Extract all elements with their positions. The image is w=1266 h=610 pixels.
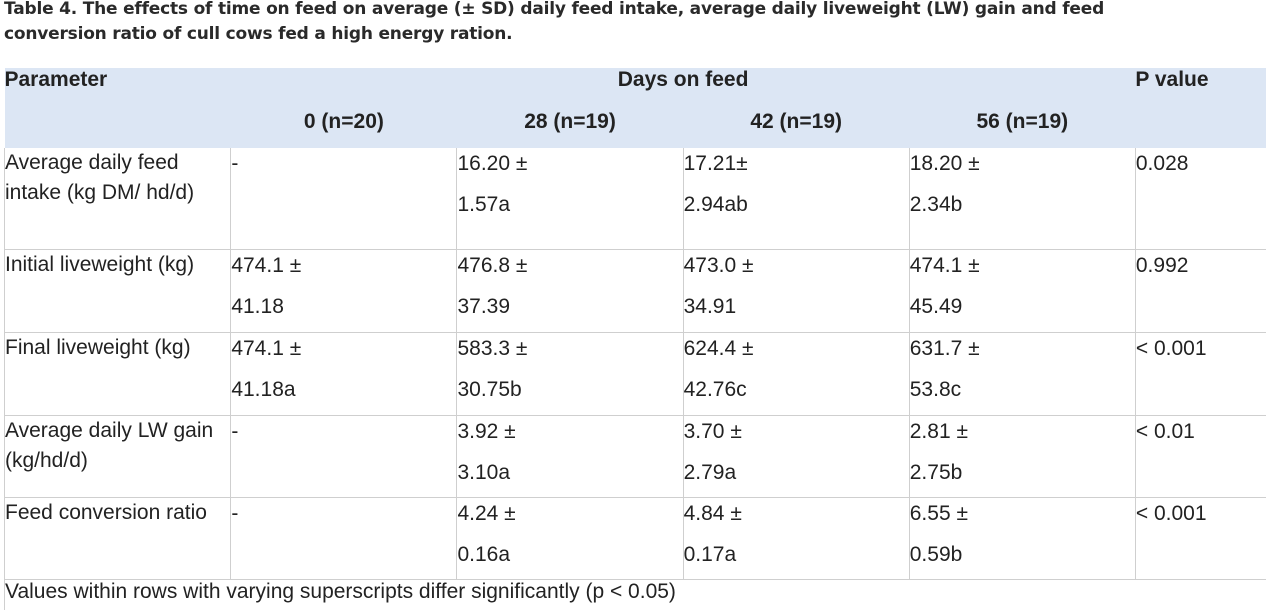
header-day-42: 42 (n=19) [683,110,909,148]
cell-sd: 37.39 [457,291,682,322]
table-cell: 473.0 ± 34.91 [683,249,909,332]
cell-mean: 2.81 ± [910,416,1135,447]
cell-mean: - [231,148,456,179]
table-row: Initial liveweight (kg) 474.1 ± 41.18 476… [5,249,1266,332]
cell-mean: 3.92 ± [457,416,682,447]
cell-sd: 1.57a [457,189,682,220]
header-p-value: P value [1135,68,1266,110]
cell-sd: 34.91 [684,291,909,322]
row-parameter: Average daily LW gain (kg/hd/d) [5,415,231,497]
cell-mean: 4.84 ± [684,498,909,529]
cell-sd: 0.16a [457,539,682,570]
header-row-primary: Parameter Days on feed P value [5,68,1266,110]
table-cell: 583.3 ± 30.75b [457,332,683,415]
table-cell: 18.20 ± 2.34b [909,148,1135,249]
cell-sd: 0.59b [910,539,1135,570]
cell-mean: 624.4 ± [684,333,909,364]
cell-mean: 631.7 ± [910,333,1135,364]
cell-sd: 3.10a [457,457,682,488]
data-table: Parameter Days on feed P value 0 (n=20) … [4,68,1266,610]
row-p-value: < 0.01 [1135,415,1266,497]
cell-mean: - [231,416,456,447]
table-cell: 16.20 ± 1.57a [457,148,683,249]
table-row: Feed conversion ratio - 4.24 ± 0.16a 4.84… [5,497,1266,579]
table-cell: 3.70 ± 2.79a [683,415,909,497]
cell-mean: 4.24 ± [457,498,682,529]
cell-sd: 53.8c [910,374,1135,405]
row-p-value: < 0.001 [1135,497,1266,579]
table-row: Average daily feed intake (kg DM/ hd/d) … [5,148,1266,249]
table-cell: - [231,415,457,497]
row-p-value: 0.028 [1135,148,1266,249]
cell-mean: 3.70 ± [684,416,909,447]
cell-sd: 2.94ab [684,189,909,220]
table-cell: 6.55 ± 0.59b [909,497,1135,579]
cell-mean: 583.3 ± [457,333,682,364]
cell-mean: 16.20 ± [457,148,682,179]
table-cell: - [231,148,457,249]
table-row: Final liveweight (kg) 474.1 ± 41.18a 583.… [5,332,1266,415]
row-p-value: < 0.001 [1135,332,1266,415]
header-blank [1135,110,1266,148]
cell-mean: 474.1 ± [231,333,456,364]
table-caption: Table 4. The effects of time on feed on … [4,0,1154,47]
header-day-28: 28 (n=19) [457,110,683,148]
cell-sd: 2.79a [684,457,909,488]
table-cell: - [231,497,457,579]
table-footnote: Values within rows with varying superscr… [5,579,1266,610]
cell-mean: 18.20 ± [910,148,1135,179]
header-parameter: Parameter [5,68,231,110]
table-cell: 631.7 ± 53.8c [909,332,1135,415]
cell-sd: 45.49 [910,291,1135,322]
header-days-on-feed: Days on feed [231,68,1136,110]
table-cell: 474.1 ± 45.49 [909,249,1135,332]
cell-mean: 6.55 ± [910,498,1135,529]
header-blank [5,110,231,148]
cell-sd: 41.18a [231,374,456,405]
cell-mean: - [231,498,456,529]
header-day-0: 0 (n=20) [231,110,457,148]
cell-mean: 474.1 ± [231,250,456,281]
table-cell: 624.4 ± 42.76c [683,332,909,415]
cell-mean: 473.0 ± [684,250,909,281]
cell-mean: 474.1 ± [910,250,1135,281]
row-parameter: Feed conversion ratio [5,497,231,579]
cell-mean: 17.21± [684,148,909,179]
cell-sd: 2.34b [910,189,1135,220]
table-cell: 474.1 ± 41.18a [231,332,457,415]
row-parameter: Initial liveweight (kg) [5,249,231,332]
row-p-value: 0.992 [1135,249,1266,332]
table-cell: 2.81 ± 2.75b [909,415,1135,497]
cell-sd: 41.18 [231,291,456,322]
cell-sd: 0.17a [684,539,909,570]
cell-sd: 42.76c [684,374,909,405]
table-row: Average daily LW gain (kg/hd/d) - 3.92 ±… [5,415,1266,497]
table-cell: 17.21± 2.94ab [683,148,909,249]
cell-mean: 476.8 ± [457,250,682,281]
row-parameter: Average daily feed intake (kg DM/ hd/d) [5,148,231,249]
cell-sd: 2.75b [910,457,1135,488]
table-cell: 4.24 ± 0.16a [457,497,683,579]
header-row-days: 0 (n=20) 28 (n=19) 42 (n=19) 56 (n=19) [5,110,1266,148]
header-day-56: 56 (n=19) [909,110,1135,148]
row-parameter: Final liveweight (kg) [5,332,231,415]
cell-sd: 30.75b [457,374,682,405]
footnote-row: Values within rows with varying superscr… [5,579,1266,610]
table-cell: 4.84 ± 0.17a [683,497,909,579]
table-cell: 476.8 ± 37.39 [457,249,683,332]
table-cell: 3.92 ± 3.10a [457,415,683,497]
table-cell: 474.1 ± 41.18 [231,249,457,332]
